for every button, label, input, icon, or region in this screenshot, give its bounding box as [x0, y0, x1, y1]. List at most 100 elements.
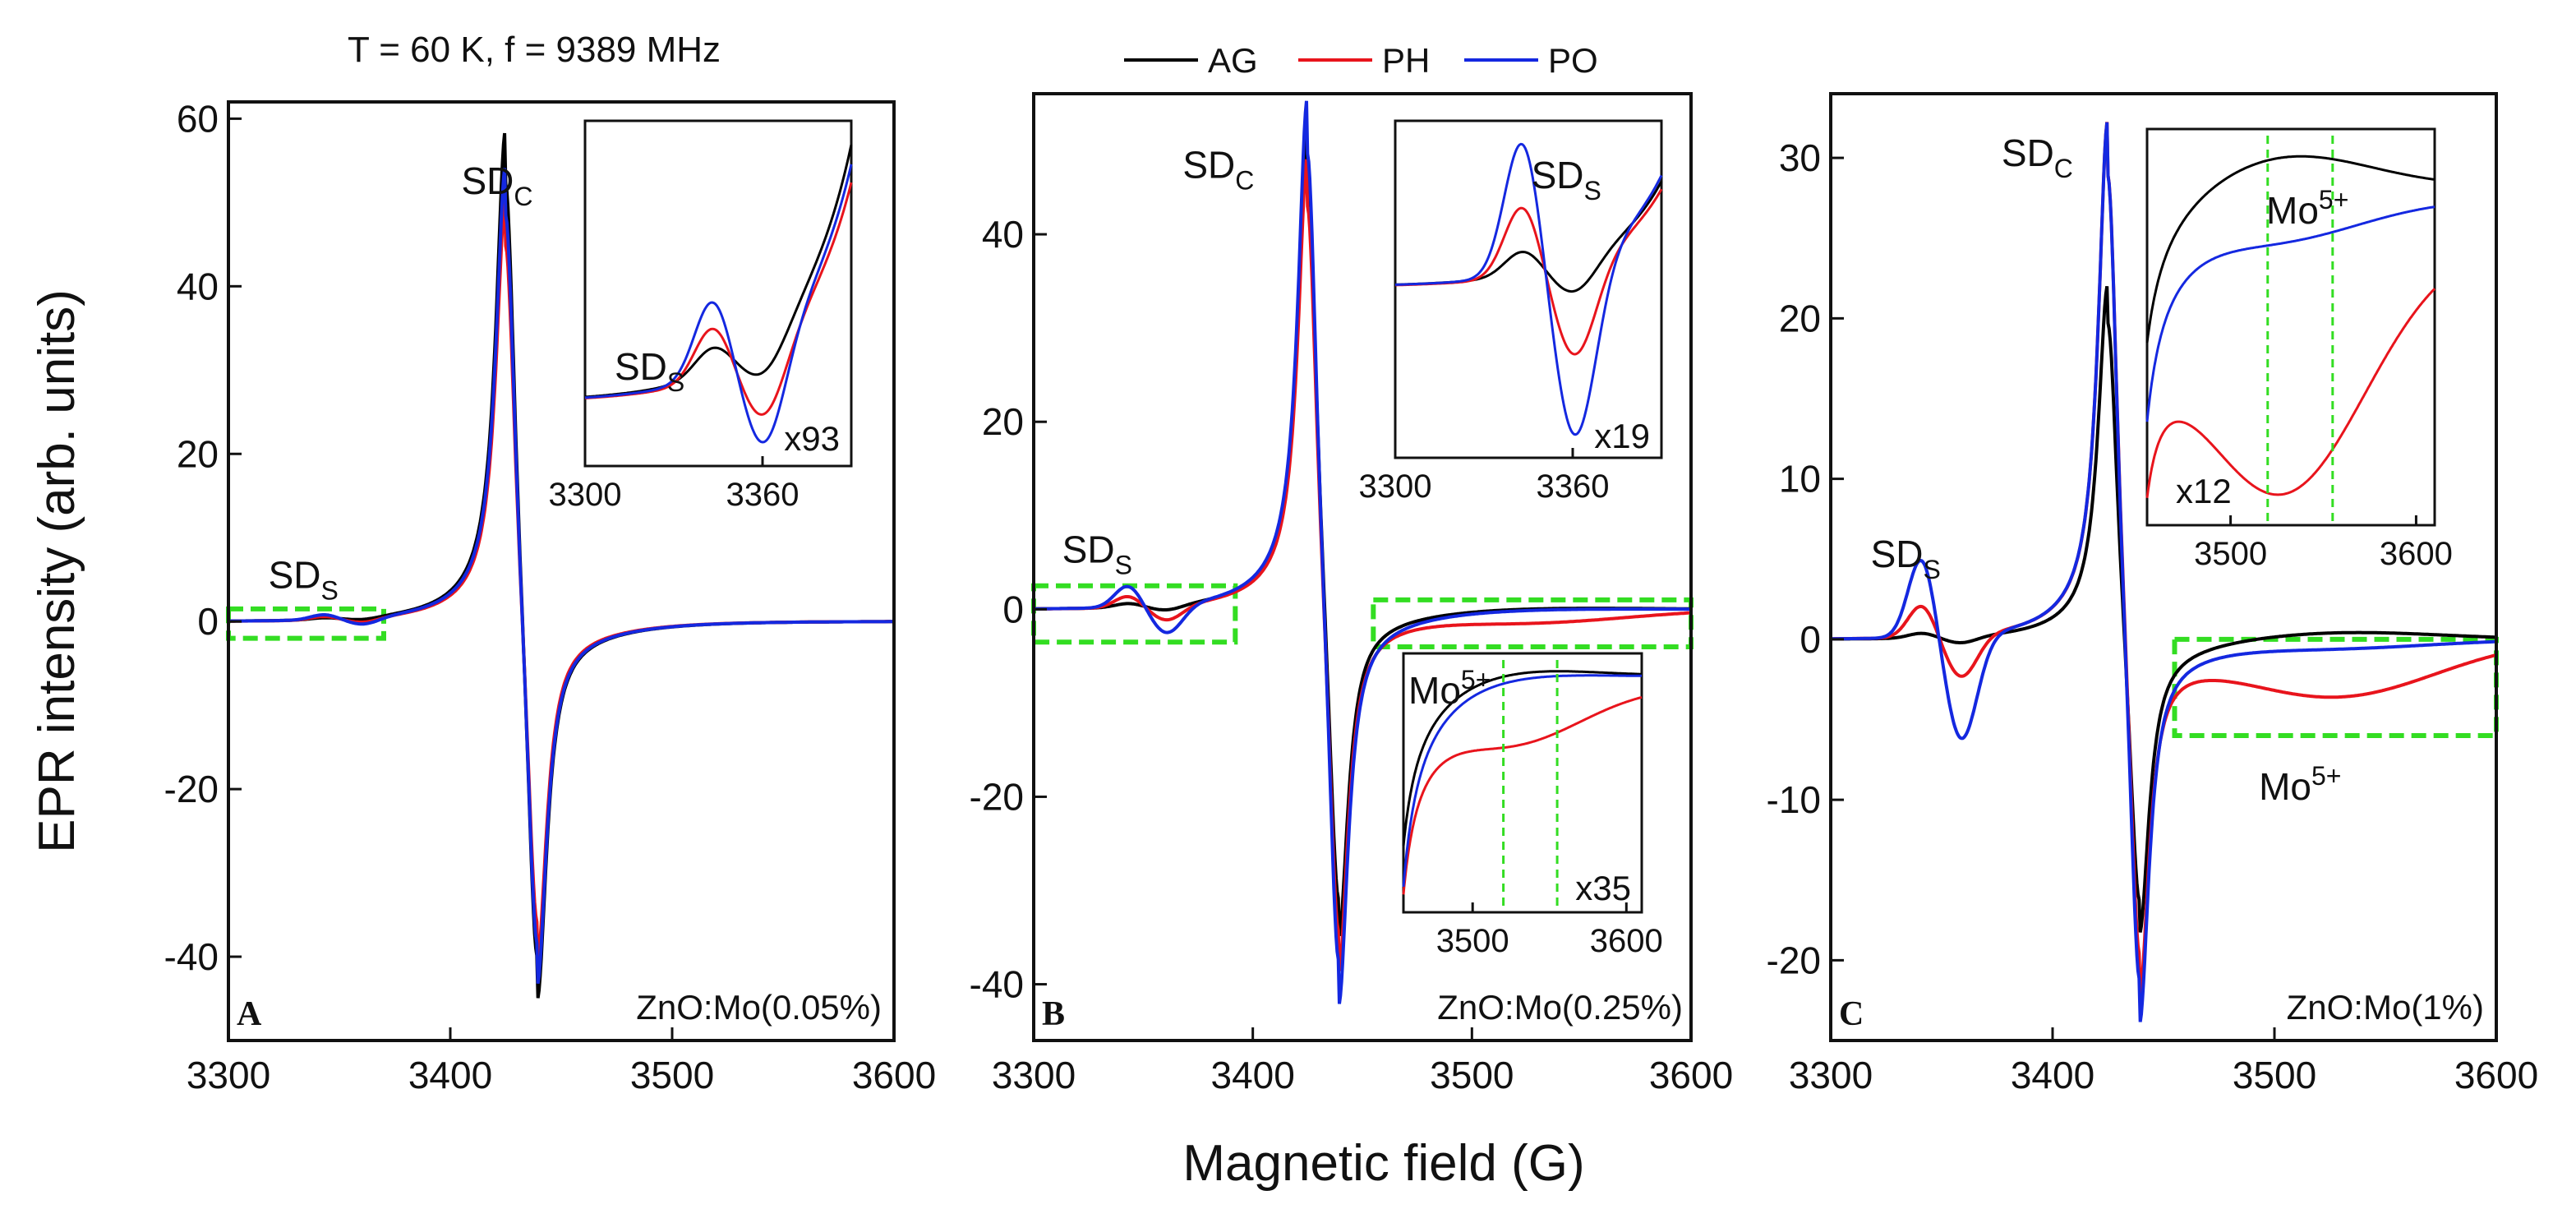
- panel-c-series-ag: [1831, 286, 2496, 933]
- panel-b-highlights: [1031, 583, 1694, 649]
- panel-a-inset-ticks: 3300 3360: [549, 456, 800, 513]
- x-tick-label: 3300: [1789, 1054, 1873, 1096]
- panel-a-inset-frame: [583, 119, 853, 468]
- panel-a: 3300 3400 3500 3600 -40 -20 0 20 40 60 SDC SDS A Z…: [164, 97, 937, 1096]
- y-tick-label: 30: [1779, 136, 1821, 179]
- y-tick-label: -20: [970, 775, 1024, 818]
- panel-b-inset-curves: SDS: [1395, 142, 1663, 436]
- panel-b-inset2-frame: [1402, 652, 1643, 914]
- panel-c-inset-frame: [2145, 127, 2436, 527]
- inset-label-0: SDS: [615, 345, 684, 397]
- panel-b-frame: [1032, 92, 1693, 1042]
- x-tick-label: 3300: [992, 1054, 1076, 1096]
- inset-x-tick-label: 3300: [549, 477, 622, 513]
- panel-a-letter: A: [237, 995, 262, 1033]
- panel-b-inset2-mo-label: Mo5+: [1408, 665, 1491, 712]
- inset-x-tick-label: 3600: [1590, 923, 1663, 959]
- inset-x-tick-label: 3360: [1537, 468, 1610, 505]
- panel-c-series-po: [1831, 122, 2496, 1022]
- y-tick-label: -10: [1767, 778, 1821, 821]
- panel-c-letter: C: [1839, 995, 1864, 1033]
- panel-b-inset-frame: [1394, 119, 1663, 459]
- x-tick-label: 3500: [630, 1054, 714, 1096]
- y-tick-label: -40: [164, 935, 219, 978]
- inset-x-tick-label: 3500: [1436, 923, 1509, 959]
- x-axis-label: Magnetic field (G): [1182, 1135, 1584, 1192]
- panel-b-highlight-box-0: [1031, 583, 1238, 645]
- panel-a-sample-label: ZnO:Mo(0.05%): [636, 988, 882, 1027]
- panel-c-annotation-0: SDC: [2002, 132, 2073, 183]
- inset-x-tick-label: 3600: [2380, 536, 2453, 572]
- y-tick-label: 20: [1779, 297, 1821, 339]
- x-tick-label: 3300: [187, 1054, 270, 1096]
- inset-series-po: [1402, 674, 1642, 888]
- inset-series-ph: [1402, 695, 1643, 895]
- panel-b-axis-ticks: 3300 3400 3500 3600 -40 -20 0 20 40: [970, 213, 1734, 1096]
- panel-b-inset2-ticks: 3500 3600: [1436, 902, 1663, 959]
- panel-b: 3300 3400 3500 3600 -40 -20 0 20 40 SDC SDS B ZnO…: [970, 92, 1734, 1096]
- panel-b-curves: [1034, 100, 1691, 1004]
- x-tick-label: 3500: [1430, 1054, 1514, 1096]
- panel-c-frame: [1829, 92, 2498, 1042]
- panel-b-annotation-1: SDS: [1062, 528, 1132, 579]
- panel-c-axis-ticks: 3300 3400 3500 3600 -20 -10 0 10 20 30: [1767, 136, 2539, 1096]
- panel-c-inset: 3500 3600 x12 Mo5+: [2145, 127, 2453, 572]
- panel-a-series-po: [228, 168, 894, 984]
- panel-a-axis-ticks: 3300 3400 3500 3600 -40 -20 0 20 40 60: [164, 97, 937, 1096]
- panel-c-highlights: [2172, 636, 2499, 739]
- inset-label-0: SDS: [1532, 154, 1601, 205]
- y-tick-label: 40: [177, 265, 219, 307]
- panel-c-inset-ticks: 3500 3600: [2194, 515, 2453, 572]
- y-tick-label: 10: [1779, 458, 1821, 501]
- inset-series-ph: [2145, 288, 2436, 498]
- panel-c-inset-scale: x12: [2176, 472, 2232, 510]
- legend-label-po: PO: [1548, 41, 1598, 80]
- panel-c-annotation-2: Mo5+: [2259, 761, 2341, 808]
- panel-c-curves: [1831, 122, 2496, 1022]
- panel-a-annotation-1: SDS: [269, 553, 339, 605]
- panel-b-inset2-scale: x35: [1575, 869, 1631, 907]
- y-tick-label: 20: [982, 400, 1024, 443]
- panel-b-inset2: 3500 3600 x35 Mo5+: [1402, 652, 1663, 959]
- panel-c-annotations: SDC SDS Mo5+: [1871, 132, 2342, 808]
- x-tick-label: 3400: [408, 1054, 492, 1096]
- legend-label-ph: PH: [1382, 41, 1430, 80]
- inset-series-po: [1395, 142, 1663, 436]
- panel-a-highlight-box-0: [226, 606, 386, 641]
- x-tick-label: 3400: [2011, 1054, 2094, 1096]
- panel-a-annotations: SDC SDS: [269, 159, 533, 605]
- inset-x-tick-label: 3300: [1359, 468, 1432, 505]
- inset-x-tick-label: 3360: [726, 477, 800, 513]
- panel-a-inset-scale: x93: [784, 419, 840, 458]
- panel-a-frame: [227, 100, 896, 1042]
- y-tick-label: -20: [164, 768, 219, 810]
- x-tick-label: 3600: [2454, 1054, 2538, 1096]
- y-axis-label: EPR intensity (arb. units): [29, 289, 85, 853]
- y-tick-label: 20: [177, 432, 219, 475]
- y-tick-label: -20: [1767, 939, 1821, 981]
- panel-b-annotation-0: SDC: [1182, 144, 1254, 196]
- panel-b-inset-scale: x19: [1594, 417, 1650, 455]
- legend-label-ag: AG: [1208, 41, 1258, 80]
- panel-b-sample-label: ZnO:Mo(0.25%): [1437, 988, 1683, 1027]
- panel-c-sample-label: ZnO:Mo(1%): [2287, 988, 2484, 1027]
- panel-b-annotations: SDC SDS: [1062, 144, 1255, 580]
- panel-c: 3300 3400 3500 3600 -20 -10 0 10 20 30 SDC SDS Mo5+…: [1767, 92, 2539, 1096]
- x-tick-label: 3600: [1649, 1054, 1733, 1096]
- y-tick-label: 60: [177, 97, 219, 140]
- panel-c-highlight-box-0: [2172, 636, 2499, 739]
- legend: AG PH PO: [1124, 41, 1598, 80]
- panel-b-inset-ticks: 3300 3360: [1359, 448, 1610, 505]
- panel-a-inset: SDS 3300 3360 x93: [549, 119, 853, 513]
- inset-x-tick-label: 3500: [2194, 536, 2267, 572]
- figure-title: T = 60 K, f = 9389 MHz: [348, 30, 721, 70]
- panel-b-inset2-curves: [1402, 660, 1643, 909]
- panel-a-highlights: [226, 606, 386, 641]
- panel-c-inset-curves: [2145, 136, 2436, 522]
- panel-b-letter: B: [1042, 995, 1065, 1033]
- y-tick-label: -40: [970, 963, 1024, 1006]
- panel-a-annotation-0: SDC: [462, 159, 533, 211]
- panel-b-inset: SDS 3300 3360 x19: [1359, 119, 1663, 505]
- y-tick-label: 0: [197, 600, 219, 643]
- panel-a-curves: [228, 132, 894, 999]
